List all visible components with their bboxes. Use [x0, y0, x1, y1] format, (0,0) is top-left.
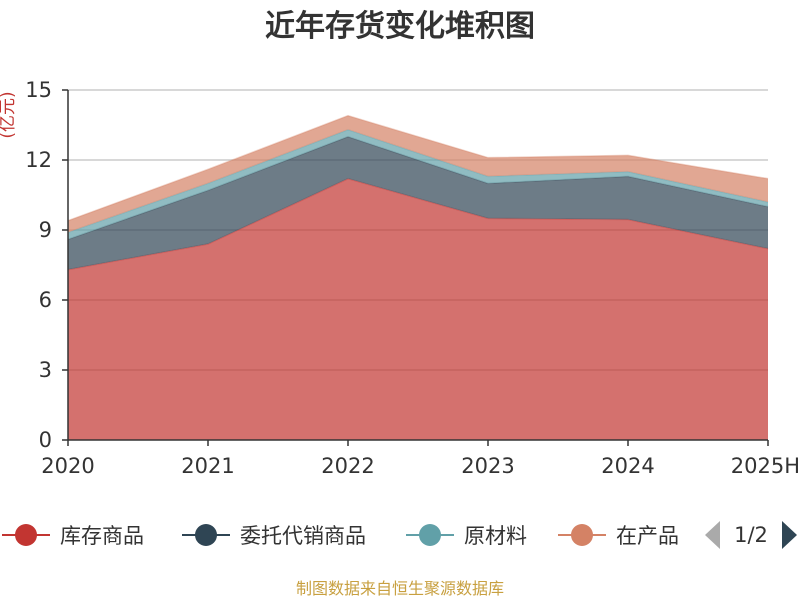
legend-item[interactable]: 原材料: [406, 524, 527, 548]
legend-label: 在产品: [616, 524, 679, 548]
data-source-note: 制图数据来自恒生聚源数据库: [296, 579, 504, 598]
x-tick-label: 2023: [461, 454, 514, 478]
area-series-4: [68, 115, 768, 233]
x-tick-label: 2020: [41, 454, 94, 478]
y-tick-label: 3: [39, 358, 52, 382]
legend-items: 库存商品 委托代销商品 原材料 在产品: [2, 524, 679, 548]
x-tick-label: 2021: [181, 454, 234, 478]
y-axis-unit-label: (亿元): [0, 91, 18, 138]
legend: 库存商品 委托代销商品 原材料 在产品: [2, 524, 679, 548]
area-series-1: [68, 178, 768, 440]
legend-marker-icon: [419, 524, 441, 546]
y-tick-label: 0: [39, 428, 52, 452]
chart-title: 近年存货变化堆积图: [265, 9, 535, 44]
series-top-line-4: [67, 114, 769, 222]
legend-item[interactable]: 委托代销商品: [182, 524, 366, 548]
area-series-3: [68, 129, 768, 240]
legend-marker-icon: [571, 524, 593, 546]
y-tick-label: 6: [39, 288, 52, 312]
legend-pager: 1/2: [705, 521, 797, 549]
y-tick-label: 15: [25, 78, 52, 102]
x-tick-label: 2022: [321, 454, 374, 478]
legend-prev-page-icon[interactable]: [705, 521, 720, 549]
legend-label: 库存商品: [60, 524, 144, 548]
axes: 0 3 6 9 12 15 2020 2021 2022 2023 2024 2025H: [25, 78, 800, 478]
y-tick-label: 12: [25, 148, 52, 172]
area-series-group: [67, 114, 769, 440]
legend-marker-icon: [195, 524, 217, 546]
area-series-2: [68, 136, 768, 270]
x-tick-label: 2025H: [731, 454, 800, 478]
legend-item[interactable]: 在产品: [558, 524, 679, 548]
legend-label: 原材料: [464, 524, 527, 548]
legend-next-page-icon[interactable]: [782, 521, 797, 549]
legend-marker-icon: [15, 524, 37, 546]
legend-page-indicator: 1/2: [734, 523, 768, 547]
y-tick-label: 9: [39, 218, 52, 242]
x-tick-label: 2024: [601, 454, 654, 478]
legend-label: 委托代销商品: [240, 524, 366, 548]
legend-item[interactable]: 库存商品: [2, 524, 144, 548]
